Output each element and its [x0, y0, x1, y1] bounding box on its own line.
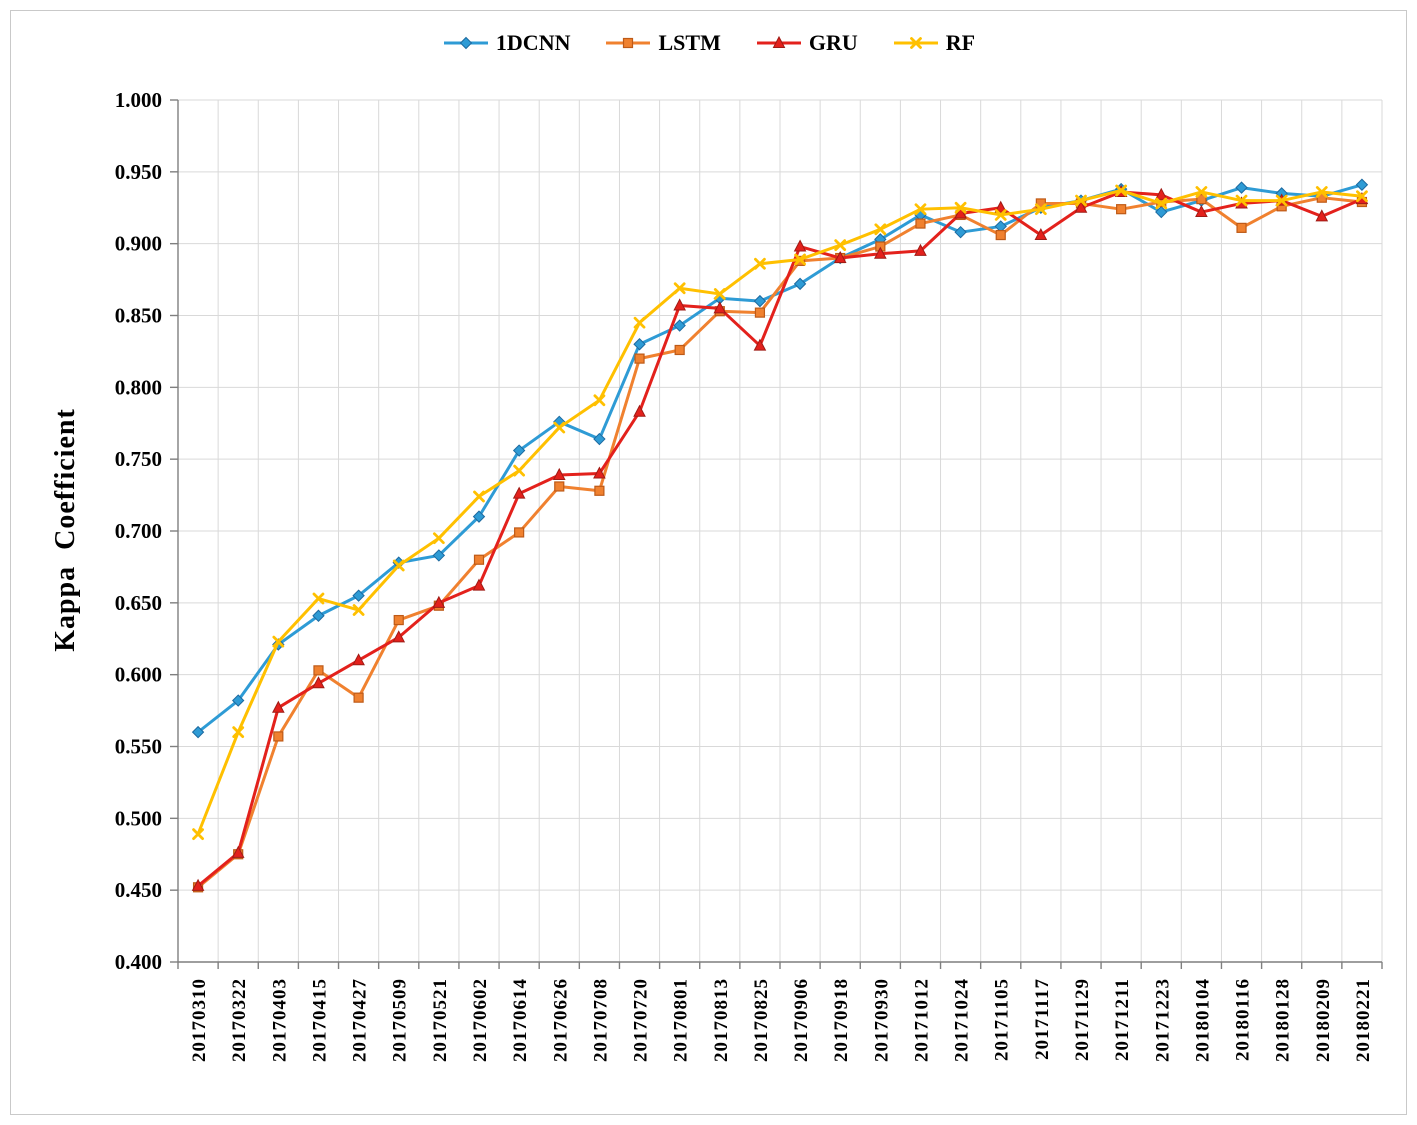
x-tick-label: 20171129: [1072, 978, 1093, 1061]
x-tick-label: 20170403: [269, 978, 290, 1062]
y-tick-label: 0.550: [115, 735, 162, 759]
x-tick-label: 20171012: [911, 978, 932, 1062]
x-tick-label: 20170825: [751, 978, 772, 1062]
legend-item-rf: RF: [892, 30, 975, 56]
legend-marker-square-icon: [606, 37, 651, 49]
x-tick-label: 20170427: [350, 978, 371, 1062]
y-tick-label: 0.900: [115, 232, 162, 256]
y-tick-label: 1.000: [115, 88, 162, 112]
x-tick-label: 20180221: [1353, 978, 1374, 1062]
gridlines: [177, 99, 1383, 963]
x-tick-label: 20170626: [550, 978, 571, 1062]
series-line-gru: [196, 190, 1364, 888]
series-markers-gru: [191, 184, 1369, 891]
x-tick-label: 20170614: [510, 978, 531, 1062]
x-tick-label: 20171105: [992, 978, 1013, 1061]
chart-frame: [10, 10, 1407, 1115]
axes: [170, 99, 1383, 969]
x-tick-label: 20170415: [309, 978, 330, 1062]
y-tick-label: 0.600: [115, 663, 162, 687]
y-tick-label: 0.700: [115, 519, 162, 543]
x-tick-label: 20171211: [1112, 978, 1133, 1061]
x-tick-label: 20171024: [952, 978, 973, 1062]
legend-label: LSTM: [658, 30, 721, 55]
y-tick-label: 0.800: [115, 375, 162, 399]
legend-label: RF: [945, 30, 976, 55]
legend-item-lstm: LSTM: [604, 30, 721, 56]
x-tick-label: 20171117: [1032, 978, 1053, 1060]
legend-marker-diamond-icon: [443, 36, 488, 50]
y-axis-title: Kappa Coefficient: [50, 408, 81, 652]
x-tick-label: 20180128: [1273, 978, 1294, 1062]
legend-item-gru: GRU: [755, 30, 858, 56]
x-tick-label: 20170906: [791, 978, 812, 1062]
x-tick-label: 20170602: [470, 978, 491, 1062]
y-tick-label: 0.850: [115, 304, 162, 328]
x-tick-label: 20170509: [390, 978, 411, 1062]
legend-marker-triangle-icon: [756, 35, 801, 48]
x-tick-label: 20170813: [711, 978, 732, 1062]
x-tick-label: 20180116: [1233, 978, 1254, 1061]
x-tick-label: 20170310: [189, 978, 210, 1062]
chart-legend: 1DCNN LSTM GRU RF: [0, 30, 1417, 56]
x-tick-label: 20170322: [229, 978, 250, 1062]
y-tick-label: 0.750: [115, 447, 162, 471]
x-tick-label: 20170930: [871, 978, 892, 1062]
x-tick-label: 20170720: [631, 978, 652, 1062]
y-tick-label: 0.950: [115, 160, 162, 184]
legend-item-1dcnn: 1DCNN: [442, 30, 571, 56]
legend-label: 1DCNN: [495, 30, 571, 55]
legend-marker-x-icon: [893, 37, 938, 49]
x-tick-label: 20170801: [671, 978, 692, 1062]
x-tick-label: 20170708: [590, 978, 611, 1062]
x-tick-label: 20170521: [430, 978, 451, 1062]
y-tick-label: 0.500: [115, 806, 162, 830]
legend-label: GRU: [808, 30, 858, 55]
y-tick-label: 0.450: [115, 878, 162, 902]
series-markers-rf: [192, 184, 1368, 841]
y-tick-label: 0.400: [115, 950, 162, 974]
series-line-rf: [196, 189, 1364, 836]
y-tick-label: 0.650: [115, 591, 162, 615]
x-tick-label: 20180104: [1192, 978, 1213, 1062]
x-tick-label: 20180209: [1313, 978, 1334, 1062]
x-tick-label: 20171223: [1152, 978, 1173, 1062]
x-tick-label: 20170918: [831, 978, 852, 1062]
